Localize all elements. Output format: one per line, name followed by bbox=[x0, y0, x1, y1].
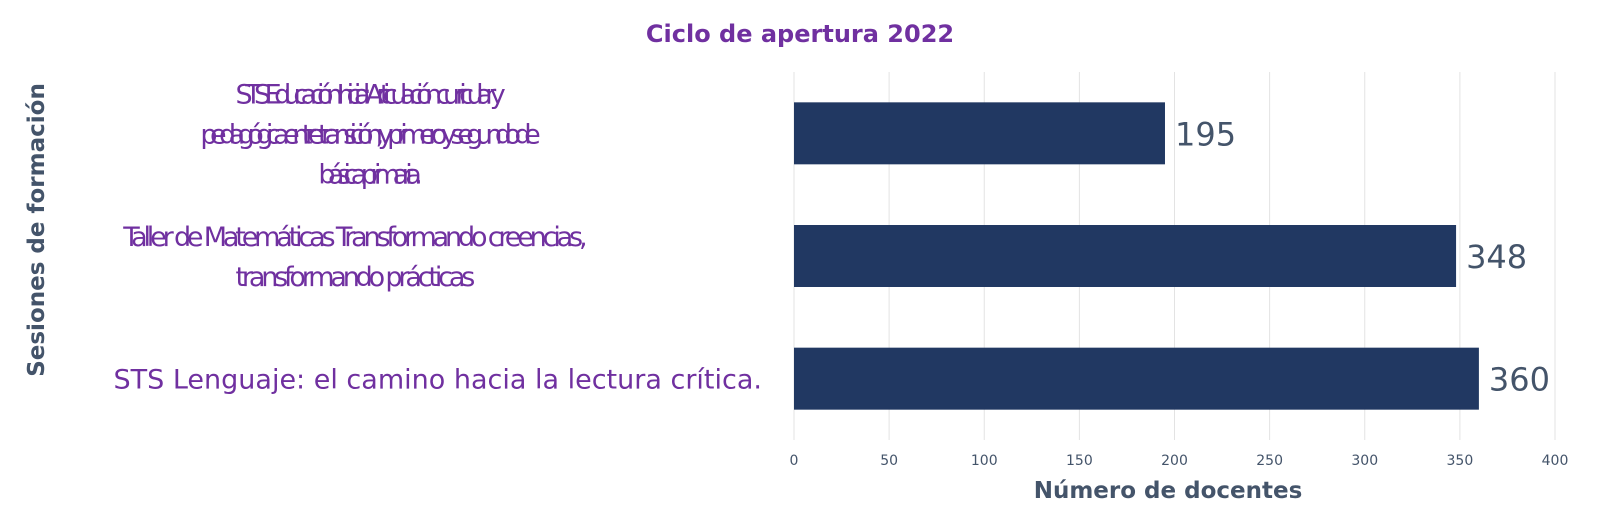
category-label-line: STS Educación Inicial: Articulación curr… bbox=[235, 79, 505, 110]
chart-title: Ciclo de apertura 2022 bbox=[646, 20, 954, 48]
bars bbox=[794, 102, 1479, 410]
category-label-0: STS Educación Inicial: Articulación curr… bbox=[200, 79, 540, 190]
category-label-line: pedagógica entre transición, y primero y… bbox=[200, 119, 540, 150]
y-axis-title: Sesiones de formación bbox=[24, 83, 50, 377]
x-tick-label-8: 400 bbox=[1542, 453, 1569, 469]
category-label-line: transformando prácticas bbox=[235, 262, 475, 293]
category-labels: STS Educación Inicial: Articulación curr… bbox=[114, 79, 763, 395]
category-label-line: básica primaria. bbox=[318, 159, 422, 190]
bar-0 bbox=[794, 102, 1165, 165]
bar-1 bbox=[794, 225, 1457, 287]
category-label-2: STS Lenguaje: el camino hacia la lectura… bbox=[114, 365, 763, 396]
x-tick-label-1: 50 bbox=[880, 453, 898, 469]
category-label-line: Taller de Matemáticas Transformando cree… bbox=[122, 222, 587, 253]
x-tick-label-2: 100 bbox=[971, 453, 998, 469]
category-label-line: STS Lenguaje: el camino hacia la lectura… bbox=[114, 365, 763, 396]
x-tick-label-5: 250 bbox=[1256, 453, 1283, 469]
data-label-0: 195 bbox=[1175, 115, 1236, 153]
category-label-1: Taller de Matemáticas Transformando cree… bbox=[122, 222, 587, 293]
x-tick-labels: 0 50 100 150 200 250 300 350 400 bbox=[790, 453, 1569, 469]
x-tick-label-0: 0 bbox=[790, 453, 799, 469]
bar-2 bbox=[794, 347, 1479, 410]
x-tick-label-4: 200 bbox=[1161, 453, 1188, 469]
x-axis-title: Número de docentes bbox=[1034, 478, 1303, 504]
x-tick-label-7: 350 bbox=[1447, 453, 1474, 469]
data-labels: 195 348 360 bbox=[1175, 115, 1550, 398]
data-label-1: 348 bbox=[1466, 238, 1527, 276]
x-tick-label-6: 300 bbox=[1351, 453, 1378, 469]
x-tick-label-3: 150 bbox=[1066, 453, 1093, 469]
data-label-2: 360 bbox=[1489, 361, 1550, 399]
